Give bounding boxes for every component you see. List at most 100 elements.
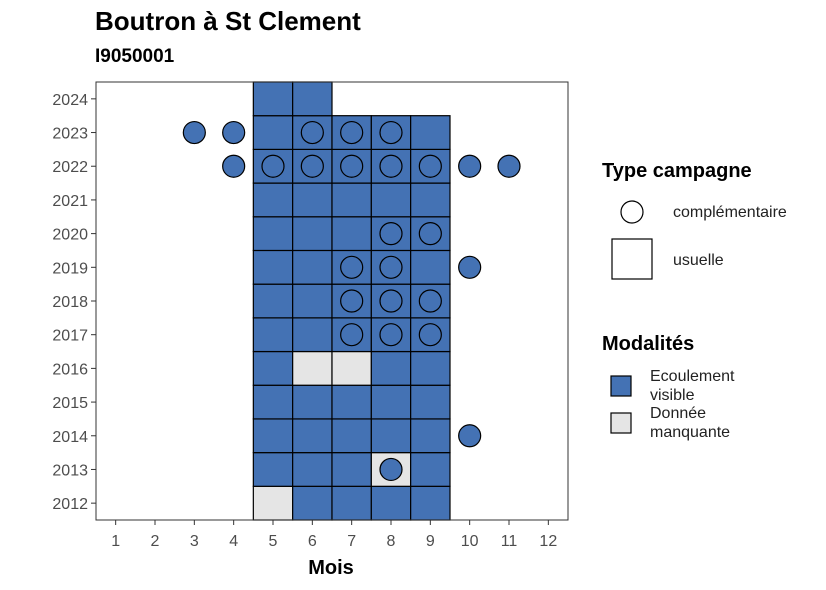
- tile-usuelle-2023-5: [252, 115, 294, 150]
- x-tick-label: 1: [111, 533, 120, 550]
- tile-usuelle-2016-5: [252, 350, 294, 386]
- legend-usuelle-label: usuelle: [673, 252, 724, 269]
- tile-usuelle-2014-6: [292, 418, 333, 454]
- tile-usuelle-2013-6: [292, 452, 333, 487]
- y-tick-label: 2012: [52, 496, 88, 513]
- y-tick-label: 2013: [52, 462, 88, 479]
- tile-usuelle-2021-8: [370, 182, 412, 218]
- point-complementaire-2017-9: [418, 323, 442, 347]
- x-tick-label: 5: [269, 533, 278, 550]
- tile-usuelle-2020-6: [292, 216, 333, 252]
- x-tick-label: 6: [308, 533, 317, 550]
- legend-manquante-label: Donnée manquante: [650, 404, 730, 442]
- tile-usuelle-2015-8: [370, 384, 412, 420]
- y-tick-label: 2020: [52, 227, 88, 244]
- point-complementaire-2023-7: [340, 120, 364, 145]
- point-complementaire-2022-11: [497, 154, 521, 178]
- tile-usuelle-2018-6: [292, 283, 333, 319]
- y-tick-label: 2014: [52, 429, 88, 446]
- complementaire-points: [182, 120, 521, 482]
- y-tick-label: 2017: [52, 328, 88, 345]
- y-tick-label: 2021: [52, 193, 88, 210]
- point-complementaire-2022-5: [261, 154, 285, 178]
- x-tick-label: 3: [190, 533, 199, 550]
- point-complementaire-2019-8: [379, 255, 403, 279]
- tile-usuelle-2013-7: [331, 452, 372, 487]
- point-complementaire-2023-6: [300, 120, 324, 145]
- tile-usuelle-2019-5: [252, 249, 294, 285]
- tile-usuelle-2014-8: [370, 418, 412, 454]
- tile-usuelle-2012-5: [252, 485, 294, 521]
- tile-usuelle-2014-5: [252, 418, 294, 454]
- tile-usuelle-2019-6: [292, 249, 333, 285]
- x-tick-label: 8: [387, 533, 396, 550]
- tile-usuelle-2017-5: [252, 317, 294, 353]
- tile-usuelle-2019-9: [410, 249, 451, 285]
- y-tick-label: 2022: [52, 159, 88, 176]
- x-tick-label: 4: [229, 533, 238, 550]
- tile-usuelle-2017-6: [292, 317, 333, 353]
- tile-usuelle-2020-7: [331, 216, 372, 252]
- point-complementaire-2022-7: [340, 154, 364, 178]
- tile-usuelle-2012-9: [410, 485, 451, 521]
- point-complementaire-2018-7: [340, 289, 364, 313]
- legend-type-campagne: [611, 200, 653, 280]
- tile-usuelle-2015-7: [331, 384, 372, 420]
- tile-usuelle-2015-6: [292, 384, 333, 420]
- tile-usuelle-2020-5: [252, 216, 294, 252]
- point-complementaire-2023-4: [222, 120, 246, 145]
- tile-usuelle-2014-7: [331, 418, 372, 454]
- point-complementaire-2013-8: [379, 457, 403, 482]
- legend-ecoulement-swatch: [610, 375, 632, 397]
- tile-usuelle-2012-7: [331, 485, 372, 521]
- tile-usuelle-2024-6: [292, 81, 333, 117]
- point-complementaire-2019-10: [458, 255, 482, 279]
- y-tick-label: 2019: [52, 260, 88, 277]
- tile-usuelle-2024-5: [252, 81, 294, 117]
- point-complementaire-2014-10: [458, 424, 482, 448]
- point-complementaire-2017-7: [340, 323, 364, 347]
- y-tick-label: 2024: [52, 92, 88, 109]
- tile-usuelle-2021-9: [410, 182, 451, 218]
- tile-usuelle-2015-5: [252, 384, 294, 420]
- y-tick-label: 2016: [52, 361, 88, 378]
- tile-usuelle-2021-5: [252, 182, 294, 218]
- legend-ecoulement-line2: visible: [650, 387, 695, 404]
- x-tick-label: 12: [539, 533, 557, 550]
- legend-complementaire-label: complémentaire: [673, 204, 787, 221]
- tile-usuelle-2021-7: [331, 182, 372, 218]
- legend-ecoulement-label: Ecoulement visible: [650, 367, 735, 405]
- point-complementaire-2017-8: [379, 323, 403, 347]
- x-tick-label: 11: [501, 533, 518, 550]
- tile-usuelle-2014-9: [410, 418, 451, 454]
- point-complementaire-2023-3: [182, 120, 206, 145]
- legend-circle-key: [620, 200, 644, 224]
- y-tick-label: 2015: [52, 395, 88, 412]
- y-tick-label: 2023: [52, 126, 88, 143]
- legend-modalites: [610, 375, 632, 434]
- chart-subtitle: I9050001: [95, 46, 175, 67]
- legend-ecoulement-line1: Ecoulement: [650, 368, 735, 385]
- x-axis-title: Mois: [308, 557, 354, 579]
- point-complementaire-2022-4: [222, 154, 246, 178]
- legend-manquante-line1: Donnée: [650, 405, 707, 422]
- point-complementaire-2022-6: [300, 154, 324, 178]
- legend-manquante-swatch: [610, 412, 632, 434]
- tile-usuelle-2015-9: [410, 384, 451, 420]
- tile-usuelle-2016-8: [370, 350, 412, 386]
- x-tick-label: 2: [151, 533, 160, 550]
- tile-usuelle-2013-9: [410, 452, 451, 487]
- x-tick-label: 7: [347, 533, 356, 550]
- point-complementaire-2020-9: [418, 222, 442, 246]
- point-complementaire-2018-9: [418, 289, 442, 313]
- point-complementaire-2022-10: [458, 154, 482, 178]
- point-complementaire-2020-8: [379, 222, 403, 246]
- point-complementaire-2019-7: [340, 255, 364, 279]
- legend-square-key: [611, 238, 653, 280]
- point-complementaire-2023-8: [379, 120, 403, 145]
- tile-usuelle-2016-7: [331, 350, 372, 386]
- tile-usuelle-2013-5: [252, 452, 294, 487]
- x-tick-label: 9: [426, 533, 435, 550]
- x-axis: 1 2 3 4 5 6 7 8 9 10 11 12: [111, 520, 557, 550]
